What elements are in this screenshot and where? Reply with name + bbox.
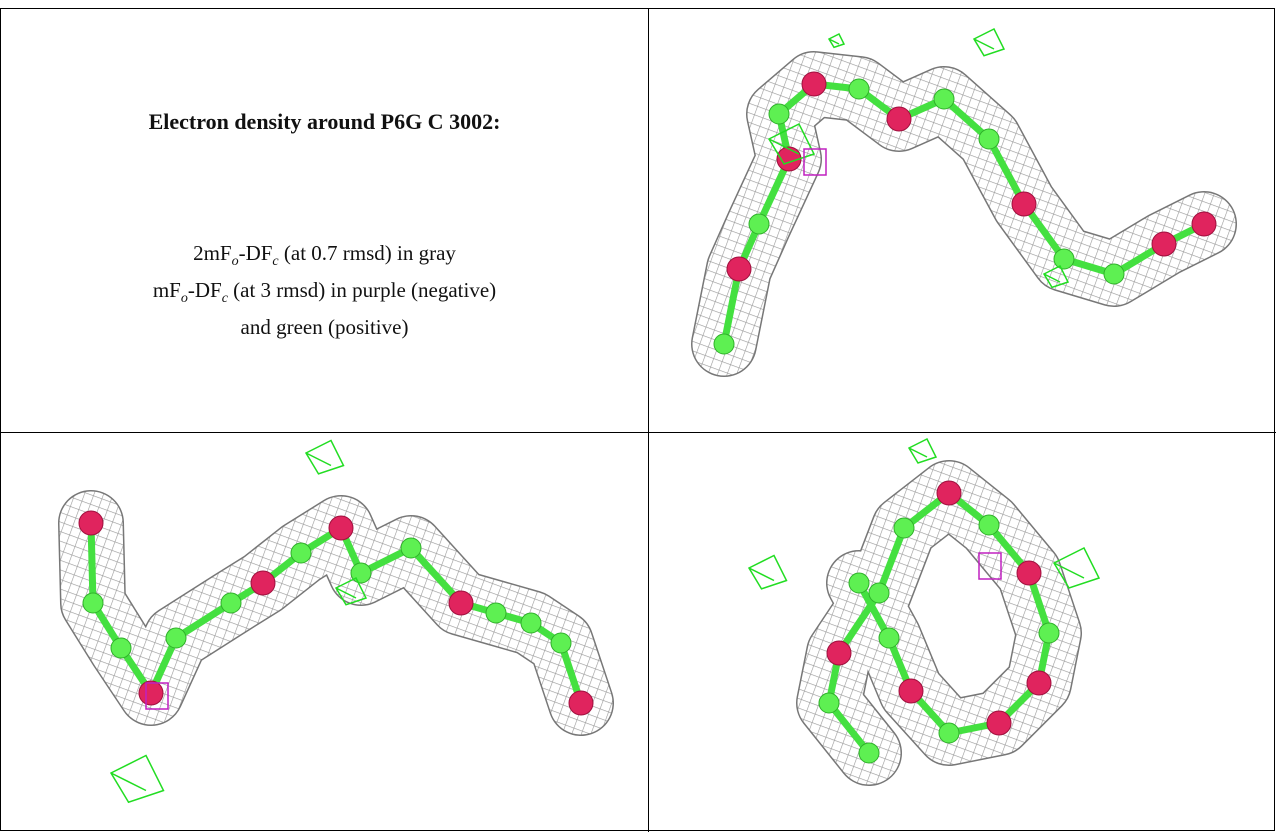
positive-density <box>111 756 164 803</box>
oxygen-atom <box>79 511 103 535</box>
carbon-atom <box>83 593 103 613</box>
oxygen-atom <box>1152 232 1176 256</box>
positive-density <box>909 439 936 463</box>
carbon-atom <box>769 104 789 124</box>
carbon-atom <box>486 603 506 623</box>
carbon-atom <box>1104 264 1124 284</box>
carbon-atom <box>221 593 241 613</box>
oxygen-atom <box>727 257 751 281</box>
carbon-atom <box>1054 249 1074 269</box>
carbon-atom <box>714 334 734 354</box>
carbon-atom <box>934 89 954 109</box>
carbon-atom <box>894 518 914 538</box>
oxygen-atom <box>1192 212 1216 236</box>
oxygen-atom <box>802 72 826 96</box>
text: mF <box>153 278 181 302</box>
positive-density <box>829 34 844 47</box>
positive-density <box>974 29 1004 56</box>
oxygen-atom <box>329 516 353 540</box>
carbon-atom <box>849 79 869 99</box>
carbon-atom <box>979 515 999 535</box>
carbon-atom <box>869 583 889 603</box>
oxygen-atom <box>937 481 961 505</box>
density-mesh <box>724 84 1204 344</box>
text: -DF <box>188 278 222 302</box>
oxygen-atom <box>139 681 163 705</box>
caption-title: Electron density around P6G C 3002: <box>1 109 648 135</box>
text: (at 0.7 rmsd) in gray <box>279 241 456 265</box>
legend-line: 2mFo-DFc (at 0.7 rmsd) in gray <box>1 239 648 276</box>
oxygen-atom <box>899 679 923 703</box>
carbon-atom <box>1039 623 1059 643</box>
oxygen-atom <box>987 711 1011 735</box>
carbon-atom <box>819 693 839 713</box>
density-image <box>1 433 648 831</box>
oxygen-atom <box>251 571 275 595</box>
carbon-atom <box>291 543 311 563</box>
oxygen-atom <box>449 591 473 615</box>
oxygen-atom <box>1012 192 1036 216</box>
carbon-atom <box>749 214 769 234</box>
carbon-atom <box>166 628 186 648</box>
carbon-atom <box>849 573 869 593</box>
text: (at 3 rmsd) in purple (negative) <box>228 278 496 302</box>
caption-legend: 2mFo-DFc (at 0.7 rmsd) in gray mFo-DFc (… <box>1 239 648 341</box>
carbon-atom <box>351 563 371 583</box>
carbon-atom <box>401 538 421 558</box>
carbon-atom <box>111 638 131 658</box>
legend-line: mFo-DFc (at 3 rmsd) in purple (negative) <box>1 276 648 313</box>
page: Electron density around P6G C 3002: 2mFo… <box>0 0 1276 832</box>
text: 2mF <box>193 241 232 265</box>
oxygen-atom <box>1027 671 1051 695</box>
text: -DF <box>239 241 273 265</box>
carbon-atom <box>879 628 899 648</box>
subscript: o <box>181 291 188 306</box>
oxygen-atom <box>887 107 911 131</box>
positive-density <box>749 556 787 589</box>
oxygen-atom <box>1017 561 1041 585</box>
carbon-atom <box>551 633 571 653</box>
carbon-atom <box>939 723 959 743</box>
carbon-atom <box>979 129 999 149</box>
oxygen-atom <box>569 691 593 715</box>
subscript: o <box>232 254 239 269</box>
caption-cell: Electron density around P6G C 3002: 2mFo… <box>1 9 648 432</box>
density-image <box>649 433 1275 831</box>
positive-density <box>306 441 344 474</box>
text: and green (positive) <box>241 315 409 339</box>
density-image <box>649 9 1275 432</box>
oxygen-atom <box>827 641 851 665</box>
carbon-atom <box>859 743 879 763</box>
legend-line: and green (positive) <box>1 313 648 341</box>
carbon-atom <box>521 613 541 633</box>
